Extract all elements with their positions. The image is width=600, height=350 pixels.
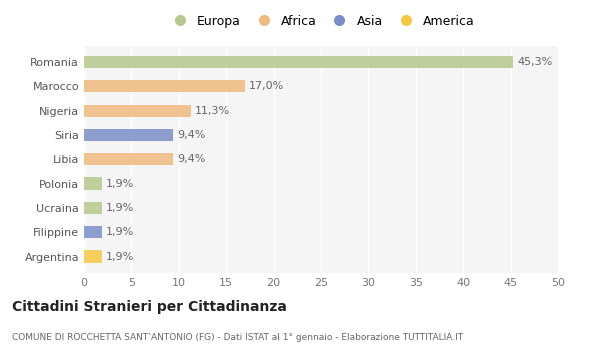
Bar <box>84 56 514 68</box>
Bar <box>84 202 102 214</box>
Bar <box>84 177 102 190</box>
Bar <box>84 80 245 92</box>
Text: 1,9%: 1,9% <box>106 203 134 213</box>
Text: 1,9%: 1,9% <box>106 178 134 189</box>
Legend: Europa, Africa, Asia, America: Europa, Africa, Asia, America <box>163 11 479 31</box>
Bar <box>84 153 173 165</box>
Text: COMUNE DI ROCCHETTA SANT’ANTONIO (FG) - Dati ISTAT al 1° gennaio - Elaborazione : COMUNE DI ROCCHETTA SANT’ANTONIO (FG) - … <box>12 332 463 342</box>
Text: 9,4%: 9,4% <box>177 154 205 164</box>
Bar <box>84 129 173 141</box>
Text: 45,3%: 45,3% <box>517 57 553 67</box>
Text: 11,3%: 11,3% <box>195 106 230 116</box>
Bar <box>84 226 102 238</box>
Text: 1,9%: 1,9% <box>106 227 134 237</box>
Bar <box>84 105 191 117</box>
Text: 17,0%: 17,0% <box>249 81 284 91</box>
Text: 1,9%: 1,9% <box>106 252 134 261</box>
Bar <box>84 251 102 262</box>
Text: Cittadini Stranieri per Cittadinanza: Cittadini Stranieri per Cittadinanza <box>12 301 287 315</box>
Text: 9,4%: 9,4% <box>177 130 205 140</box>
